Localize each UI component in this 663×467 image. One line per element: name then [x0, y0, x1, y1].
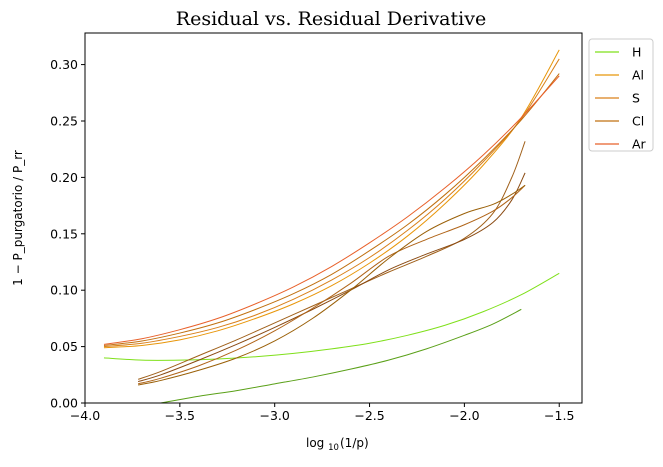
series-line-9 [138, 184, 526, 386]
y-tick-label: 0.25 [50, 113, 78, 128]
legend-label: Al [632, 68, 644, 83]
x-tick-label: −2.0 [449, 408, 479, 423]
x-tick-label: −3.0 [260, 408, 290, 423]
x-axis-label-frac: (1/p) [340, 436, 369, 450]
y-tick-label: 0.20 [50, 170, 78, 185]
series-line-3 [103, 58, 560, 348]
x-tick-label: −2.5 [354, 408, 384, 423]
x-axis-label: log 10 (1/p) [306, 436, 369, 453]
axes-frame [84, 32, 583, 404]
series-line-0 [103, 272, 560, 361]
y-tick-label: 0.05 [50, 339, 78, 354]
y-tick-label: 0.00 [50, 396, 78, 411]
series-line-1 [160, 308, 522, 404]
legend-label: Ar [632, 137, 647, 152]
series-line-6 [137, 141, 526, 380]
x-axis-label-sub: 10 [328, 443, 339, 453]
series-line-5 [103, 75, 560, 345]
x-tick-label: −3.5 [165, 408, 195, 423]
x-tick-label: −1.5 [544, 408, 574, 423]
svg-text:log 10: log 10 [306, 436, 339, 453]
legend-label: Cl [632, 114, 644, 129]
series-line-4 [103, 73, 560, 346]
y-axis-label: 1 − P_purgatorio / P_rr [11, 150, 25, 286]
y-tick-label: 0.30 [50, 57, 78, 72]
legend: H Al S Cl Ar [588, 38, 654, 152]
x-axis-label-main: log [306, 436, 324, 450]
legend-box [588, 38, 654, 152]
chart-title: Residual vs. Residual Derivative [176, 8, 486, 30]
series-line-2 [103, 49, 560, 349]
series-line-8 [137, 184, 526, 385]
series-line-7 [137, 172, 526, 383]
y-tick-label: 0.10 [50, 283, 78, 298]
series-lines [103, 49, 560, 404]
legend-label: S [632, 91, 640, 106]
legend-label: H [632, 45, 641, 60]
y-tick-label: 0.15 [50, 226, 78, 241]
axis-ticks: −4.0 −3.5 −3.0 −2.5 −2.0 −1.5 0.00 0.05 0.10 0.15… [50, 57, 574, 423]
x-tick-label: −4.0 [70, 408, 100, 423]
